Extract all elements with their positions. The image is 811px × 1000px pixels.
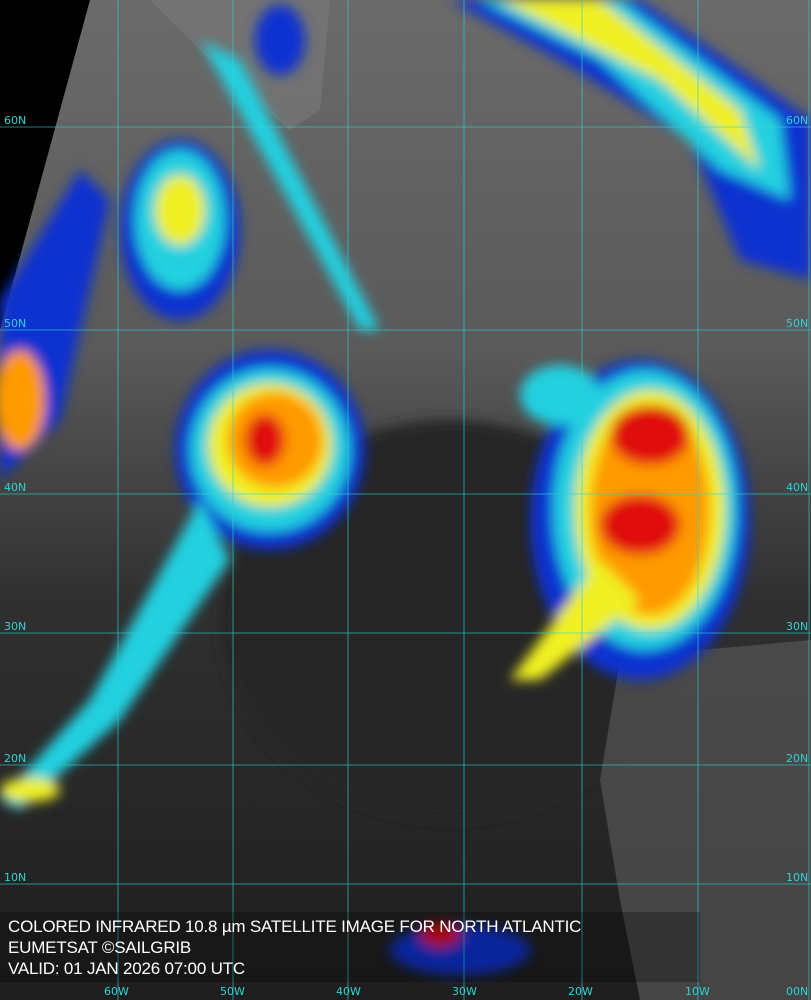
- lat-label-left: 60N: [4, 114, 27, 127]
- lat-label-right: 10N: [786, 871, 809, 884]
- lon-label: 50W: [220, 985, 245, 998]
- cloud-systems: [0, 0, 811, 975]
- lat-label-left: 40N: [4, 481, 27, 494]
- lat-label-right: 20N: [786, 752, 809, 765]
- caption-background: [0, 912, 700, 982]
- lat-label-right: 60N: [786, 114, 809, 127]
- no-data-region: [0, 0, 90, 330]
- lat-label-left: 10N: [4, 871, 27, 884]
- caption-credit: EUMETSAT ©SAILGRIB: [8, 938, 192, 957]
- caption-valid-time: VALID: 01 JAN 2026 07:00 UTC: [8, 959, 245, 978]
- caption-title: COLORED INFRARED 10.8 µm SATELLITE IMAGE…: [8, 917, 582, 936]
- lat-label-right: 40N: [786, 481, 809, 494]
- lon-label: 30W: [452, 985, 477, 998]
- lon-label: 60W: [104, 985, 129, 998]
- lat-label-left: 20N: [4, 752, 27, 765]
- lat-label-right: 50N: [786, 317, 809, 330]
- africa-landmass: [600, 640, 811, 1000]
- lon-label: 10W: [685, 985, 710, 998]
- lon-label: 40W: [336, 985, 361, 998]
- lat-label-left: 30N: [4, 620, 27, 633]
- lon-label: 00N: [786, 985, 809, 998]
- lon-label: 20W: [568, 985, 593, 998]
- lat-label-right: 30N: [786, 620, 809, 633]
- caption: COLORED INFRARED 10.8 µm SATELLITE IMAGE…: [8, 916, 581, 979]
- lat-label-left: 50N: [4, 317, 27, 330]
